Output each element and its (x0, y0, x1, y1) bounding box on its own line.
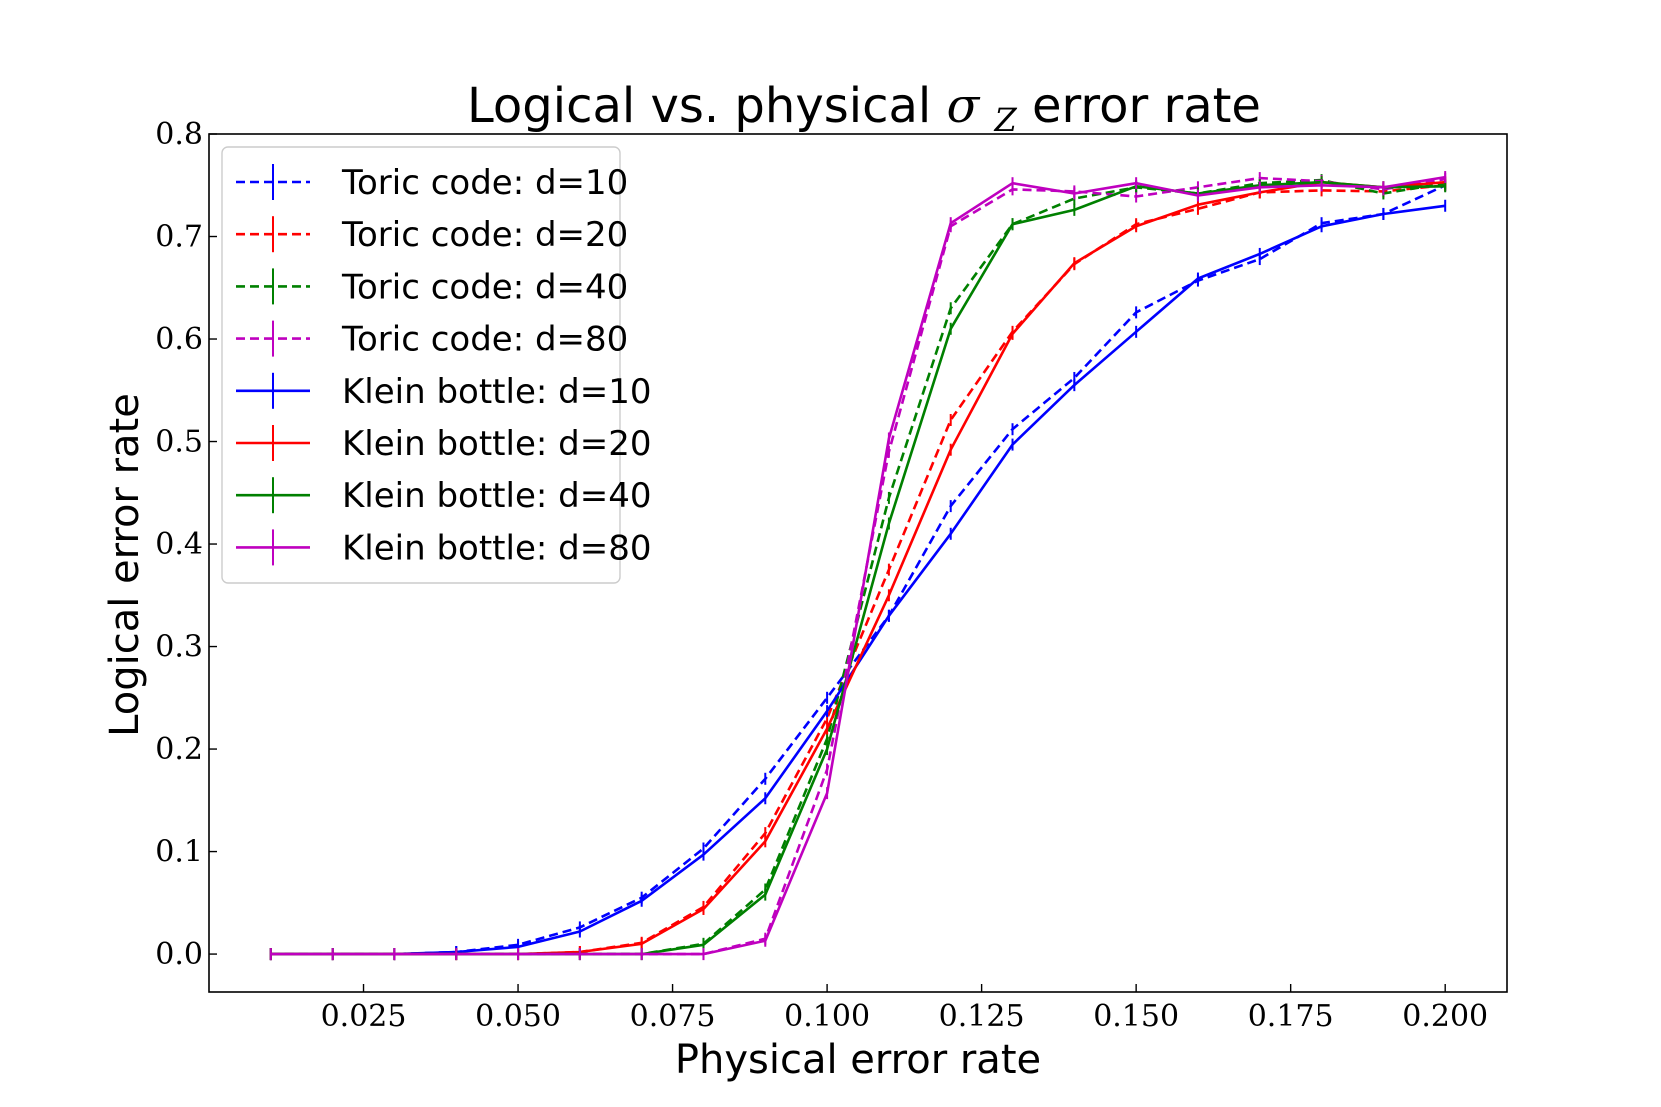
series-line (270, 184, 1446, 956)
x-tick-label: 0.150 (1093, 999, 1179, 1034)
legend-item: Toric code: d=10 (236, 163, 628, 203)
legend-item: Toric code: d=20 (236, 215, 628, 255)
legend-item: Klein bottle: d=40 (236, 476, 651, 516)
y-tick-label: 0.8 (155, 117, 203, 152)
x-axis-label: Physical error rate (675, 1037, 1041, 1083)
title-symbol: σ (946, 78, 980, 134)
y-tick-label: 0.2 (155, 732, 203, 767)
legend: Toric code: d=10 Toric code: d=20 Toric co… (221, 146, 651, 584)
series-line (270, 176, 1446, 956)
series-line (270, 184, 1446, 956)
legend-label: Toric code: d=20 (341, 215, 628, 255)
legend-label: Klein bottle: d=40 (342, 476, 651, 516)
title-subscript: Z (994, 101, 1018, 139)
chart-title: Logical vs. physical σ Z error rate (467, 78, 1261, 143)
legend-item: Klein bottle: d=10 (236, 372, 651, 412)
title-tail: error rate (1032, 78, 1261, 134)
legend-item: Toric code: d=80 (236, 320, 628, 360)
legend-label: Toric code: d=10 (341, 163, 628, 203)
legend-item: Klein bottle: d=80 (236, 528, 651, 568)
x-tick-label: 0.200 (1402, 999, 1488, 1034)
legend-label: Klein bottle: d=80 (342, 528, 651, 568)
x-tick-label: 0.050 (475, 999, 561, 1034)
legend-box (221, 146, 621, 584)
y-tick-label: 0.7 (155, 220, 203, 255)
x-tick-label: 0.125 (939, 999, 1025, 1034)
y-tick-label: 0.0 (155, 937, 203, 972)
axis-ticks: 0.025 0.050 0.075 0.100 0.125 0.150 0.175 0.200… (155, 117, 1488, 1034)
legend-label: Klein bottle: d=10 (342, 372, 651, 412)
legend-item: Klein bottle: d=20 (236, 424, 651, 464)
legend-label: Toric code: d=40 (341, 267, 628, 307)
legend-item: Toric code: d=40 (236, 267, 628, 307)
y-tick-label: 0.6 (155, 322, 203, 357)
x-tick-label: 0.075 (630, 999, 716, 1034)
legend-label: Klein bottle: d=20 (342, 424, 651, 464)
plot-frame (208, 133, 1508, 993)
x-tick-label: 0.025 (321, 999, 407, 1034)
y-tick-label: 0.5 (155, 425, 203, 460)
series-group (269, 171, 1447, 961)
series-line (270, 175, 1446, 956)
series-7 (269, 171, 1447, 961)
y-axis-label: Logical error rate (102, 393, 148, 737)
y-tick-label: 0.3 (155, 630, 203, 665)
legend-label: Toric code: d=80 (341, 320, 628, 360)
y-tick-label: 0.4 (155, 527, 203, 562)
x-tick-label: 0.100 (784, 999, 870, 1034)
y-tick-label: 0.1 (155, 835, 203, 870)
title-main: Logical vs. physical (467, 78, 946, 134)
x-tick-label: 0.175 (1248, 999, 1334, 1034)
